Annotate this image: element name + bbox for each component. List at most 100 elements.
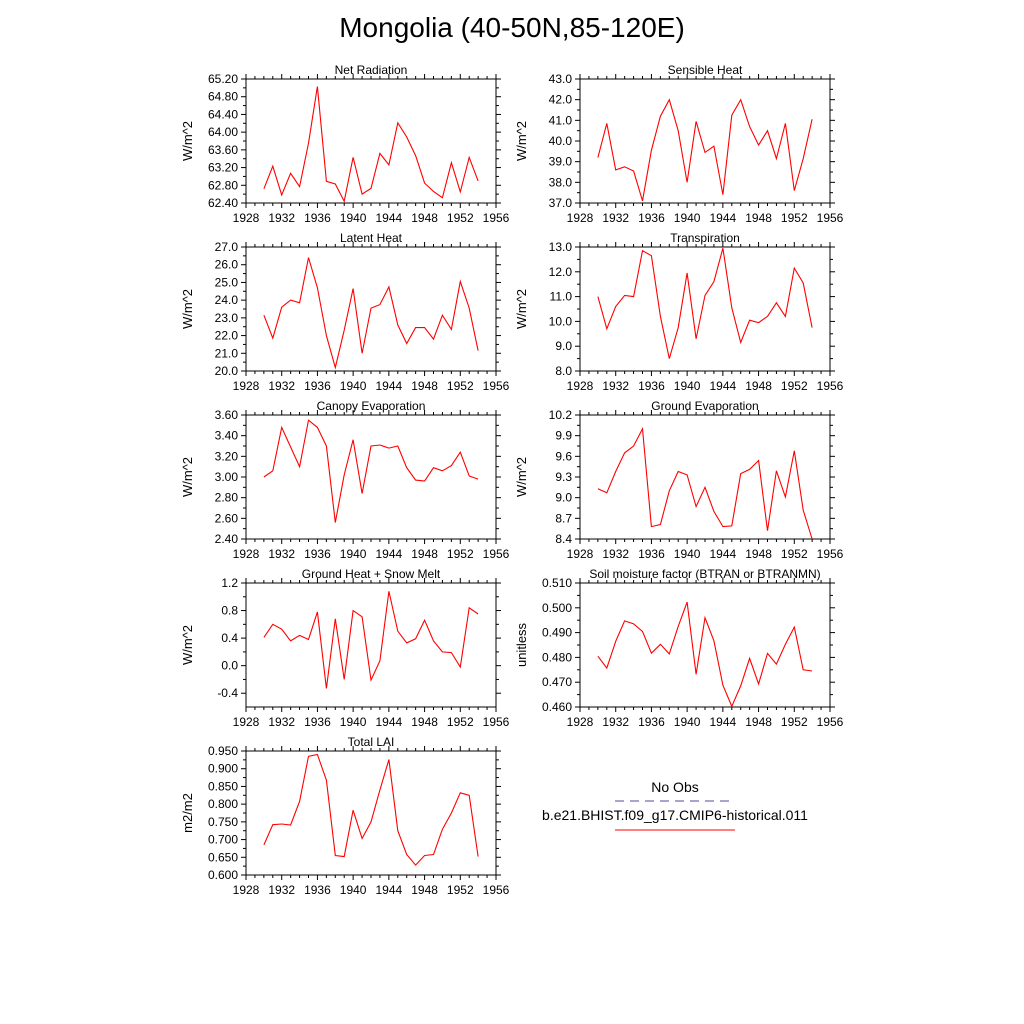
y-tick-label: 0.490 [542, 626, 572, 640]
plot-frame [245, 582, 497, 708]
y-tick-label: 64.80 [208, 90, 238, 104]
legend-label-no-obs: No Obs [651, 779, 698, 795]
y-tick-label: 64.00 [208, 125, 238, 139]
y-tick-label: 9.0 [555, 491, 572, 505]
x-tick-label: 1928 [567, 211, 594, 225]
panel-title: Total LAI [348, 735, 395, 749]
x-tick-label: 1928 [567, 379, 594, 393]
y-axis-label: W/m^2 [180, 121, 195, 161]
y-tick-label: 0.510 [542, 576, 572, 590]
y-tick-label: 62.80 [208, 178, 238, 192]
x-tick-label: 1948 [411, 379, 438, 393]
y-tick-label: 11.0 [550, 290, 573, 304]
y-tick-label: 8.4 [555, 532, 572, 546]
series-line [263, 86, 479, 203]
y-tick-label: 24.0 [215, 293, 239, 307]
y-tick-label: 0.470 [542, 675, 572, 689]
x-tick-label: 1940 [674, 211, 701, 225]
panel-title: Ground Heat + Snow Melt [302, 567, 441, 581]
y-axis-label: W/m^2 [514, 121, 529, 161]
y-tick-label: 64.40 [208, 107, 238, 121]
x-tick-label: 1940 [340, 547, 367, 561]
x-tick-label: 1940 [674, 547, 701, 561]
y-tick-label: 39.0 [549, 155, 573, 169]
y-axis-label: W/m^2 [514, 457, 529, 497]
x-tick-label: 1956 [817, 211, 844, 225]
series-line [263, 591, 479, 689]
y-axis-label: unitless [514, 622, 529, 667]
y-tick-label: 3.40 [215, 429, 239, 443]
y-tick-label: 9.9 [555, 429, 572, 443]
y-tick-label: -0.4 [217, 686, 238, 700]
y-tick-label: 3.60 [215, 408, 239, 422]
x-tick-label: 1932 [268, 379, 295, 393]
panel-6: Ground Evaporation W/m^2 1928 1932 1936 1940 1… [514, 399, 844, 561]
y-tick-label: 0.600 [208, 868, 238, 882]
y-tick-label: 3.20 [215, 449, 239, 463]
panel-4: Transpiration W/m^2 1928 1932 1936 1940 1944 19… [514, 231, 844, 393]
x-tick-label: 1944 [376, 883, 403, 897]
x-tick-label: 1948 [745, 547, 772, 561]
legend-label-model: b.e21.BHIST.f09_g17.CMIP6-historical.011 [542, 807, 808, 823]
y-tick-label: 10.0 [549, 314, 573, 328]
y-tick-label: 40.0 [549, 134, 573, 148]
y-tick-label: 26.0 [215, 258, 239, 272]
x-tick-label: 1952 [447, 715, 474, 729]
plot-frame [245, 750, 497, 876]
panels-group: Net Radiation W/m^2 1928 1932 1936 1940 1944 19… [180, 63, 844, 897]
y-tick-label: 37.0 [549, 196, 573, 210]
x-tick-label: 1948 [411, 715, 438, 729]
y-tick-label: 9.6 [555, 449, 572, 463]
x-tick-label: 1944 [710, 211, 737, 225]
y-tick-label: 63.60 [208, 143, 238, 157]
x-tick-label: 1952 [781, 211, 808, 225]
x-tick-label: 1948 [411, 211, 438, 225]
x-tick-label: 1936 [638, 715, 665, 729]
panel-title: Latent Heat [340, 231, 403, 245]
x-tick-label: 1952 [781, 379, 808, 393]
panel-5: Canopy Evaporation W/m^2 1928 1932 1936 1940 1… [180, 399, 510, 561]
y-tick-label: 21.0 [215, 346, 239, 360]
figure-title: Mongolia (40-50N,85-120E) [339, 12, 685, 43]
y-tick-label: 42.0 [549, 93, 573, 107]
series-line [597, 248, 813, 359]
y-tick-label: 0.4 [221, 631, 238, 645]
x-tick-label: 1956 [817, 715, 844, 729]
panel-2: Sensible Heat W/m^2 1928 1932 1936 1940 1944 19… [514, 63, 844, 225]
x-tick-label: 1936 [638, 211, 665, 225]
x-tick-label: 1944 [710, 379, 737, 393]
x-tick-label: 1944 [376, 379, 403, 393]
x-tick-label: 1948 [411, 547, 438, 561]
x-tick-label: 1940 [340, 379, 367, 393]
x-tick-label: 1956 [483, 883, 510, 897]
y-tick-label: 2.40 [215, 532, 239, 546]
y-tick-label: 20.0 [215, 364, 239, 378]
series-line [263, 753, 479, 866]
y-tick-label: 10.2 [549, 408, 573, 422]
plot-frame [579, 246, 831, 372]
y-tick-label: 23.0 [215, 311, 239, 325]
y-tick-label: 2.80 [215, 491, 239, 505]
x-tick-label: 1956 [817, 547, 844, 561]
x-tick-label: 1928 [233, 211, 260, 225]
x-tick-label: 1936 [304, 211, 331, 225]
panel-title: Net Radiation [335, 63, 408, 77]
panel-title: Ground Evaporation [651, 399, 758, 413]
series-line [263, 419, 479, 523]
y-tick-label: 0.650 [208, 850, 238, 864]
y-tick-label: 0.480 [542, 650, 572, 664]
y-tick-label: 9.3 [555, 470, 572, 484]
x-tick-label: 1928 [233, 379, 260, 393]
x-tick-label: 1928 [233, 715, 260, 729]
series-line [597, 98, 813, 202]
x-tick-label: 1936 [304, 883, 331, 897]
y-tick-label: 12.0 [549, 265, 573, 279]
panel-7: Ground Heat + Snow Melt W/m^2 1928 1932 1936… [180, 567, 510, 729]
y-tick-label: 0.700 [208, 833, 238, 847]
x-tick-label: 1940 [340, 715, 367, 729]
panel-8: Soil moisture factor (BTRAN or BTRANMN) u… [514, 567, 844, 729]
x-tick-label: 1956 [483, 547, 510, 561]
x-tick-label: 1936 [638, 379, 665, 393]
y-axis-label: W/m^2 [180, 625, 195, 665]
